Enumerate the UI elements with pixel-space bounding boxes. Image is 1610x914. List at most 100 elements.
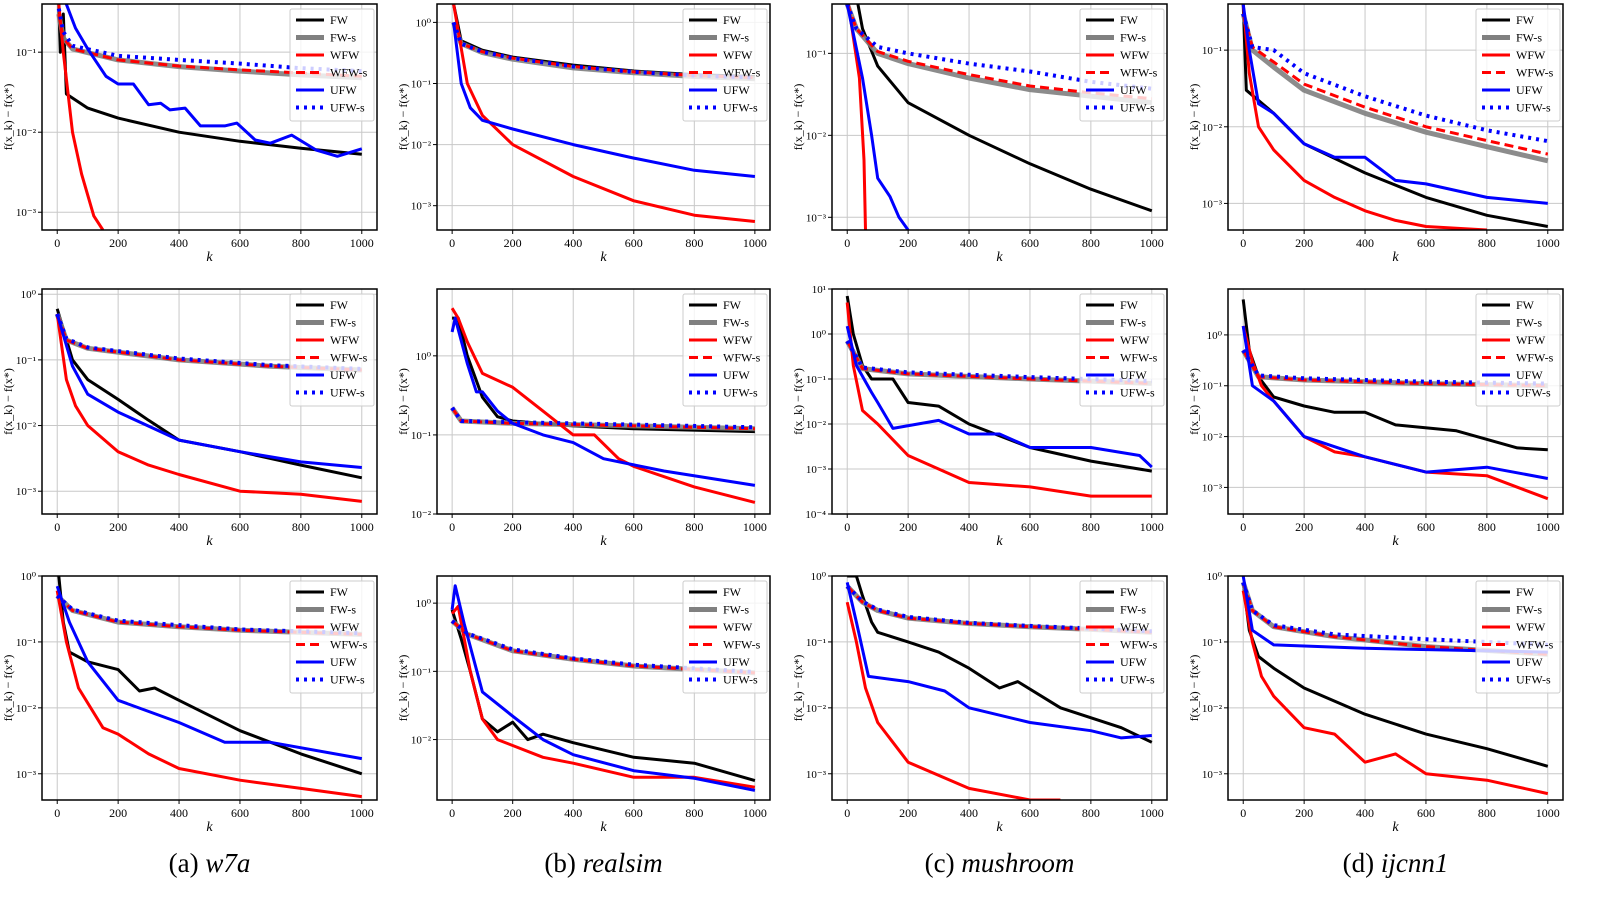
y-tick-label: 10⁻¹ — [1202, 381, 1222, 393]
x-tick-label: 800 — [685, 520, 703, 534]
legend-label-fw-s: FW-s — [330, 603, 356, 617]
x-tick-label: 800 — [292, 520, 310, 534]
caption-prefix: (c) — [924, 848, 962, 878]
x-tick-label: 1000 — [743, 236, 767, 250]
legend-label-wfw: WFW — [1516, 48, 1546, 62]
x-tick-label: 1000 — [1536, 236, 1560, 250]
legend-label-ufw-s: UFW-s — [330, 673, 365, 687]
x-tick-label: 200 — [109, 520, 127, 534]
x-tick-label: 800 — [1478, 806, 1496, 820]
legend-label-wfw-s: WFW-s — [1516, 351, 1554, 365]
legend-label-ufw: UFW — [1516, 83, 1543, 97]
legend-label-ufw: UFW — [723, 655, 750, 669]
y-tick-label: 10¹ — [812, 284, 826, 296]
x-tick-label: 1000 — [350, 236, 374, 250]
x-tick-label: 0 — [449, 806, 455, 820]
subplot-ijcnn1-row1: 0 200 400 600 800 1000 10⁻³ 10⁻² 10⁻¹ k f(x_k) − f… — [1187, 3, 1564, 265]
caption-dataset: mushroom — [961, 848, 1075, 878]
x-tick-label: 1000 — [1536, 520, 1560, 534]
y-tick-label: 10⁻³ — [16, 207, 37, 219]
y-tick-label: 10⁻² — [806, 419, 827, 431]
subplot-w7a-row3: 0 200 400 600 800 1000 10⁻³ 10⁻² 10⁻¹ 10⁰ k f(x_k) … — [1, 571, 378, 835]
y-tick-label: 10⁰ — [416, 598, 432, 610]
series-line-fw — [856, 4, 1153, 213]
y-tick-label: 10⁰ — [811, 329, 827, 341]
y-tick-label: 10⁻³ — [1202, 482, 1223, 494]
subplot-mushroom-row3: 0 200 400 600 800 1000 10⁻³ 10⁻² 10⁻¹ 10⁰ k f(x_k) … — [791, 571, 1168, 835]
y-axis-label: f(x_k) − f(x*) — [1, 655, 15, 722]
y-tick-label: 10⁰ — [1207, 571, 1223, 583]
legend-label-wfw-s: WFW-s — [1120, 638, 1158, 652]
x-tick-label: 200 — [899, 520, 917, 534]
legend-label-wfw: WFW — [723, 620, 753, 634]
legend-label-ufw: UFW — [1516, 368, 1543, 382]
plot-frame — [1227, 3, 1564, 231]
x-tick-label: 0 — [1240, 806, 1246, 820]
series-line-fw — [55, 308, 363, 480]
y-axis-label: f(x_k) − f(x*) — [1187, 655, 1201, 722]
x-axis-label: k — [1392, 820, 1399, 835]
legend-label-ufw-s: UFW-s — [1516, 386, 1551, 400]
y-axis-label: f(x_k) − f(x*) — [1187, 368, 1201, 435]
legend-label-wfw: WFW — [723, 48, 753, 62]
legend-label-ufw: UFW — [1516, 655, 1543, 669]
legend-label-wfw: WFW — [330, 620, 360, 634]
x-tick-label: 600 — [625, 806, 643, 820]
x-tick-label: 200 — [1295, 806, 1313, 820]
y-tick-label: 10⁻² — [411, 509, 432, 521]
caption-dataset: w7a — [205, 848, 251, 878]
series-line-ufw-s — [450, 406, 755, 430]
x-tick-label: 400 — [1356, 520, 1374, 534]
y-tick-label: 10⁻¹ — [1202, 637, 1222, 649]
legend-label-wfw-s: WFW-s — [1120, 351, 1158, 365]
y-tick-label: 10⁰ — [1207, 330, 1223, 342]
x-tick-label: 800 — [685, 806, 703, 820]
x-tick-label: 0 — [54, 520, 60, 534]
x-tick-label: 600 — [231, 806, 249, 820]
y-tick-label: 10⁻² — [411, 140, 432, 152]
legend-label-fw: FW — [1120, 585, 1139, 599]
y-tick-label: 10⁻¹ — [806, 48, 826, 60]
legend-label-ufw-s: UFW-s — [1120, 386, 1155, 400]
y-axis-label: f(x_k) − f(x*) — [791, 84, 805, 151]
series-line-wfw — [452, 4, 756, 223]
caption-prefix: (a) — [168, 848, 206, 878]
series-line-ufw — [450, 316, 756, 487]
legend-label-wfw-s: WFW-s — [330, 351, 368, 365]
series-line-ufw-s — [845, 584, 1152, 634]
legend-label-wfw: WFW — [330, 48, 360, 62]
y-tick-label: 10⁻² — [1202, 703, 1223, 715]
x-axis-label: k — [1392, 534, 1399, 549]
y-tick-label: 10⁰ — [811, 571, 827, 583]
x-axis-label: k — [600, 534, 607, 549]
legend-label-wfw: WFW — [1516, 620, 1546, 634]
x-tick-label: 200 — [1295, 520, 1313, 534]
series-line-wfw-s — [845, 340, 1152, 385]
legend-label-ufw: UFW — [330, 655, 357, 669]
x-tick-label: 600 — [231, 236, 249, 250]
series-line-ufw-s — [56, 8, 362, 74]
x-tick-label: 800 — [292, 236, 310, 250]
plot-frame — [41, 3, 378, 231]
x-tick-label: 600 — [1417, 806, 1435, 820]
x-tick-label: 200 — [504, 236, 522, 250]
x-axis-label: k — [996, 534, 1003, 549]
y-tick-label: 10⁻² — [16, 127, 37, 139]
x-tick-label: 0 — [844, 806, 850, 820]
legend-label-ufw-s: UFW-s — [1516, 101, 1551, 115]
legend-label-ufw: UFW — [330, 83, 357, 97]
legend-label-ufw: UFW — [723, 83, 750, 97]
legend-label-fw: FW — [1120, 298, 1139, 312]
x-tick-label: 800 — [1082, 520, 1100, 534]
x-tick-label: 0 — [54, 236, 60, 250]
x-axis-label: k — [996, 820, 1003, 835]
plot-frame — [436, 288, 771, 515]
legend-label-wfw: WFW — [1120, 48, 1150, 62]
legend-label-fw-s: FW-s — [1516, 316, 1542, 330]
series-line-ufw — [845, 325, 1153, 469]
y-tick-label: 10⁻³ — [1202, 198, 1223, 210]
legend-label-fw-s: FW-s — [723, 316, 749, 330]
x-axis-label: k — [600, 250, 607, 265]
y-tick-label: 10⁰ — [21, 571, 37, 583]
legend-label-fw-s: FW-s — [330, 316, 356, 330]
